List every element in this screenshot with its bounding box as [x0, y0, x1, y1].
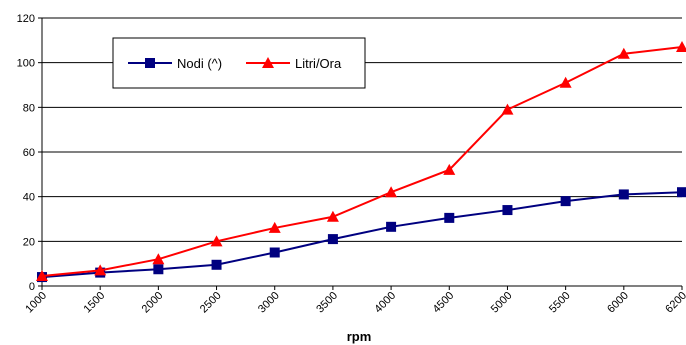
data-point-triangle: [385, 186, 398, 198]
y-tick-label: 0: [29, 281, 35, 293]
x-tick-label: 6000: [605, 290, 631, 316]
data-point-triangle: [210, 235, 223, 247]
y-tick-label: 100: [17, 58, 35, 70]
x-tick-label: 5000: [489, 290, 515, 316]
series-line: [41, 191, 683, 279]
data-point-square: [618, 189, 629, 200]
data-point-square: [153, 264, 164, 275]
x-tick-label: 4000: [372, 290, 398, 316]
x-tick-label: 3500: [314, 290, 340, 316]
data-point-square: [386, 221, 397, 232]
data-point-square: [444, 212, 455, 223]
y-tick-label: 80: [23, 102, 35, 114]
data-point-square: [560, 196, 571, 207]
data-point-triangle: [559, 76, 572, 88]
x-tick-label: 3000: [256, 290, 282, 316]
y-tick-label: 120: [17, 13, 35, 25]
data-point-triangle: [36, 269, 48, 281]
x-tick-label: 6200: [663, 290, 686, 316]
legend: Nodi (^) Litri/Ora: [112, 37, 366, 89]
y-tick-label: 20: [23, 236, 35, 248]
data-point-square: [677, 187, 686, 198]
data-point-triangle: [152, 253, 165, 265]
legend-entry: Litri/Ora: [246, 56, 342, 71]
x-axis-title: rpm: [347, 329, 372, 344]
data-point-triangle: [617, 47, 630, 59]
legend-label: Nodi (^): [177, 56, 222, 71]
data-point-square: [211, 259, 222, 270]
data-point-square: [502, 205, 513, 216]
x-tick-label: 2000: [140, 290, 166, 316]
data-point-square: [269, 247, 280, 258]
x-tick-labels: 1000 1500 2000 2500 3000 3500 4000 4500 5000 5500…: [23, 290, 686, 316]
legend-label: Litri/Ora: [295, 56, 342, 71]
data-point-triangle: [262, 57, 274, 68]
y-tick-label: 40: [23, 192, 35, 204]
y-tick-labels: 0 20 40 60 80 100 120: [17, 13, 35, 293]
x-tick-label: 5500: [547, 290, 573, 316]
x-tick-label: 1000: [23, 290, 49, 316]
series-triangle: [36, 41, 686, 281]
data-point-triangle: [501, 103, 514, 115]
data-point-triangle: [326, 210, 339, 222]
data-point-triangle: [94, 264, 107, 276]
x-tick-label: 4500: [431, 290, 457, 316]
x-tick-label: 2500: [198, 290, 224, 316]
data-point-square: [327, 234, 338, 245]
series-square: [37, 187, 686, 283]
series-layer: [36, 41, 686, 283]
data-point-triangle: [676, 41, 686, 53]
legend-entry: Nodi (^): [128, 56, 222, 71]
data-point-triangle: [268, 221, 281, 233]
axes: [38, 17, 683, 290]
series-line: [41, 46, 683, 277]
x-tick-label: 1500: [82, 290, 108, 316]
y-tick-label: 60: [23, 147, 35, 159]
data-point-square: [145, 58, 155, 68]
data-point-triangle: [443, 163, 456, 175]
